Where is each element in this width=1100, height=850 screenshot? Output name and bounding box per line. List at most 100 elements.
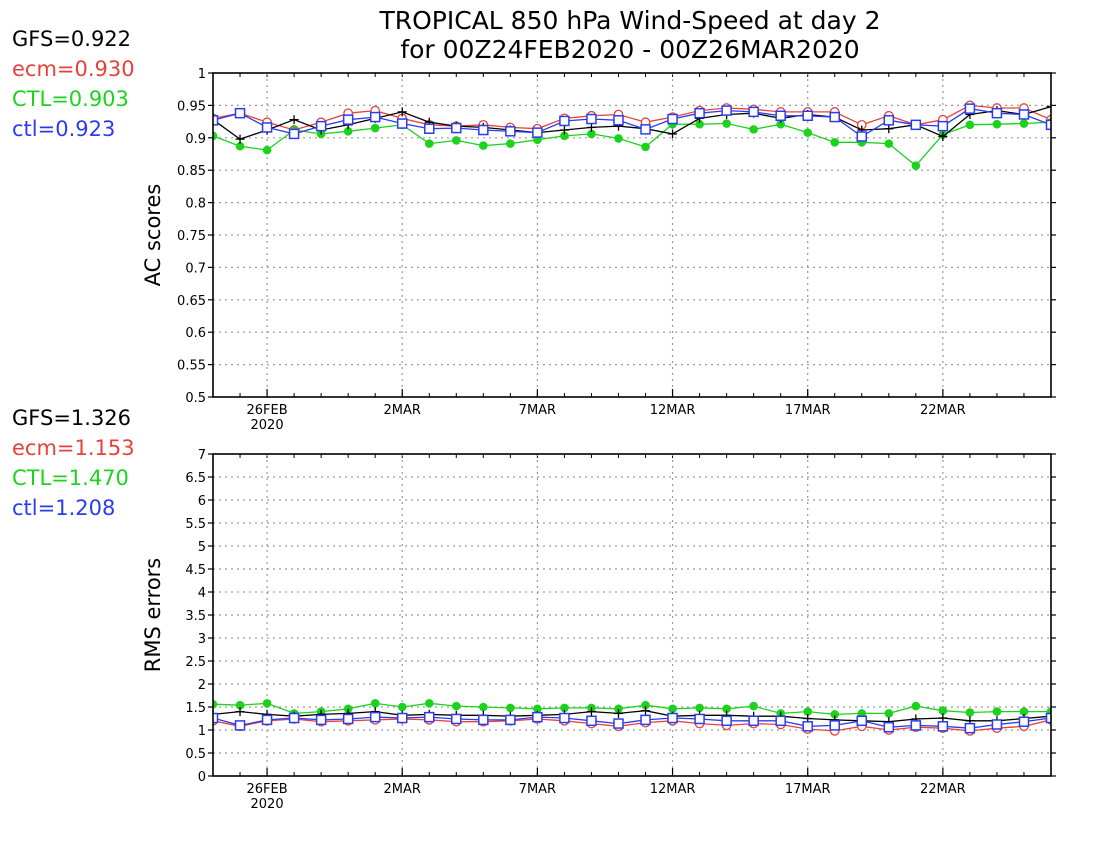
xtick-label: 2MAR [384,782,421,797]
point-CTL-8 [424,139,434,148]
point-ctl-24 [856,131,868,142]
point-ctl-2 [261,714,273,726]
rms-stats-2: CTL=1.470 [12,466,129,490]
point-CTL-30 [1019,119,1029,128]
ytick-label: 2.5 [185,655,206,670]
point-GFS-17 [668,129,678,139]
point-ctl-15 [613,115,624,126]
point-ctl-2 [261,122,273,133]
point-ctl-22 [802,721,813,732]
point-ctl-31 [1045,712,1051,724]
point-CTL-20 [749,125,758,134]
ytick-label: 0.9 [185,132,206,147]
point-CTL-11 [506,139,515,148]
point-GFS-1 [235,707,245,717]
point-ctl-17 [667,113,678,125]
point-ctl-20 [748,715,759,727]
point-CTL-25 [884,709,894,718]
point-ctl-11 [505,126,516,137]
point-GFS-32 [1074,715,1083,724]
ac-stats-2: CTL=0.903 [12,87,129,111]
point-ctl-21 [775,715,786,727]
point-GFS-14 [586,122,596,132]
point-ctl-16 [640,124,651,135]
point-ctl-22 [802,110,813,122]
ytick-label: 0.6 [185,326,206,341]
point-CTL-8 [424,699,434,708]
plot-frame [212,72,1052,398]
point-ctl-21 [775,110,786,122]
ytick-label: 4.5 [185,563,206,578]
ytick-label: 0.5 [185,391,206,406]
point-CTL-29 [992,119,1002,129]
point-ctl-25 [883,115,895,126]
point-ctl-16 [640,714,651,726]
point-ctl-29 [991,107,1003,119]
ytick-label: 0.95 [177,99,206,114]
point-ctl-8 [424,123,435,134]
ytick-label: 7 [198,448,206,463]
point-ctl-27 [937,721,949,732]
point-ctl-9 [451,122,462,134]
point-CTL-6 [370,123,380,133]
point-ctl-15 [613,718,624,729]
point-ctl-29 [991,719,1003,730]
chart-0: 0.5 0.55 0.6 0.65 0.7 0.75 0.8 0.85 0.9 0.95 1 26FE… [141,67,1083,433]
point-ctl-10 [478,714,489,726]
point-ctl-1 [234,107,246,119]
point-ctl-19 [721,105,732,116]
point-ctl-27 [937,120,949,132]
point-CTL-28 [965,120,975,130]
point-GFS-16 [641,706,651,716]
point-ctl-10 [478,124,489,136]
ac-stats-1: ecm=0.930 [12,57,135,81]
xtick-label: 12MAR [650,403,696,418]
point-GFS-14 [586,707,596,717]
point-ctl-4 [315,120,327,132]
point-ctl-32 [1074,122,1083,131]
point-CTL-25 [884,139,894,148]
point-CTL-27 [938,706,948,715]
point-ecm-32 [1074,117,1082,125]
point-ctl-23 [829,720,840,731]
point-ctl-17 [667,712,678,724]
point-ctl-26 [910,720,922,731]
point-CTL-9 [451,701,461,711]
point-ctl-0 [213,712,219,724]
rms-stats-1: ecm=1.153 [12,436,135,460]
point-GFS-25 [884,124,894,134]
plot-frame [212,453,1052,777]
point-CTL-0 [213,699,218,709]
point-CTL-10 [479,141,488,150]
ytick-label: 5.5 [185,517,206,532]
point-ctl-8 [424,711,435,723]
ytick-label: 5 [198,540,206,555]
point-ctl-4 [315,714,327,726]
y-axis-label: RMS errors [141,558,165,673]
point-CTL-19 [722,119,731,128]
rms-stats-3: ctl=1.208 [12,496,116,520]
xtick-label: 17MAR [785,403,831,418]
point-GFS-1 [235,134,245,144]
point-CTL-0 [213,131,218,141]
ytick-label: 2 [198,678,206,693]
point-CTL-2 [262,145,272,155]
y-axis-label: AC scores [141,184,165,287]
point-ctl-30 [1018,109,1030,120]
point-ctl-12 [532,127,543,138]
rms-stats-0: GFS=1.326 [12,406,132,430]
point-ctl-1 [234,720,246,731]
point-ctl-0 [213,115,219,126]
point-ctl-24 [856,715,868,727]
ytick-label: 3 [198,632,206,647]
point-ctl-18 [694,107,705,119]
xtick-label: 22MAR [920,782,966,797]
point-GFS-3 [289,115,299,125]
xtick-label: 26FEB [246,403,287,418]
point-ctl-32 [1074,718,1083,727]
point-ctl-18 [694,713,705,725]
ac-stats-3: ctl=0.923 [12,117,116,141]
point-ctl-9 [451,713,462,725]
